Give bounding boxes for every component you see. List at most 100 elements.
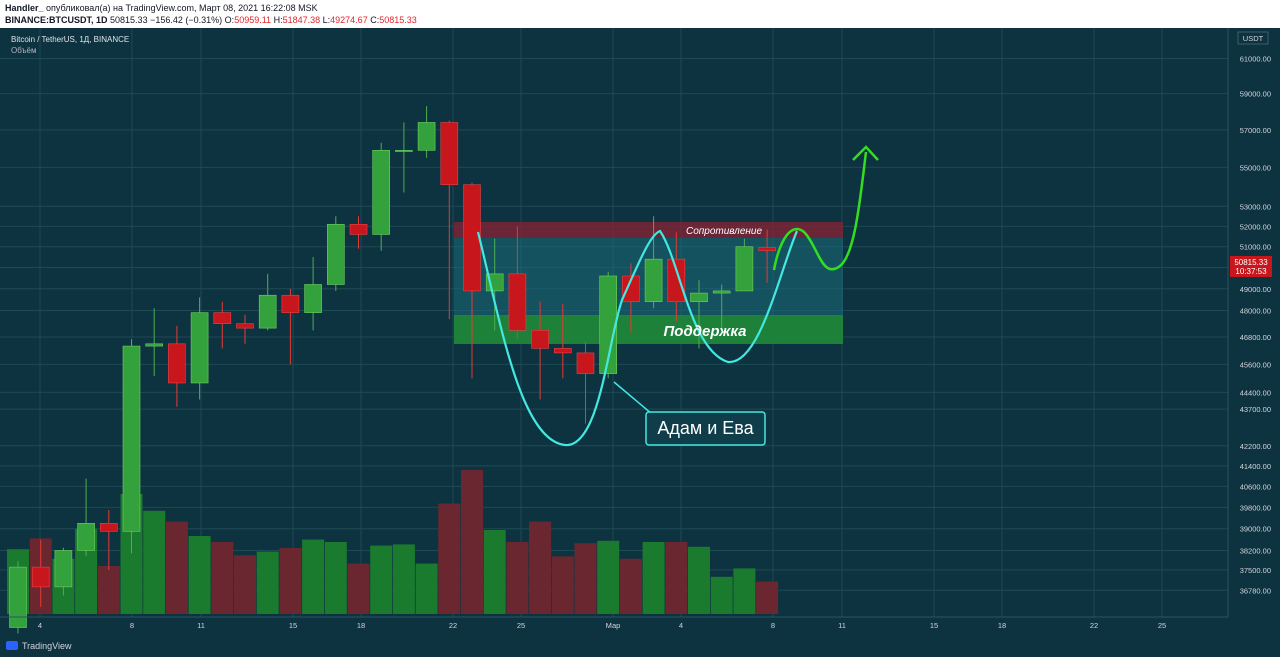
- volume-bar-19: [438, 503, 461, 614]
- y-tick-label-18: 39000.00: [1240, 525, 1271, 534]
- callout-pointer: [613, 381, 653, 415]
- volume-bars: [7, 470, 779, 614]
- y-tick-label-12: 44400.00: [1240, 388, 1271, 397]
- candle-body-27: [622, 275, 640, 303]
- volume-legend[interactable]: Объём: [11, 46, 37, 55]
- candle-body-6: [145, 343, 163, 347]
- ohlc-line: BINANCE:BTCUSDT, 1D 50815.33 −156.42 (−0…: [5, 15, 417, 25]
- candle-15: [349, 216, 368, 249]
- volume-bar-25: [574, 543, 597, 614]
- candle-24: [553, 303, 572, 379]
- x-tick-label-7: Мар: [606, 621, 621, 630]
- x-tick-label-2: 11: [197, 621, 205, 630]
- high-label: H:: [273, 15, 283, 25]
- open-value: 50959.11: [234, 15, 272, 25]
- volume-bar-6: [143, 510, 166, 614]
- x-tick-label-13: 22: [1090, 621, 1098, 630]
- volume-bar-13: [302, 539, 325, 614]
- volume-bar-30: [688, 546, 710, 614]
- candle-body-14: [326, 223, 345, 285]
- volume-bar-29: [665, 542, 688, 614]
- candle-body-22: [508, 273, 527, 331]
- forecast-path: [772, 151, 868, 271]
- candle-body-3: [77, 523, 95, 551]
- y-tick-label-21: 36780.00: [1240, 586, 1271, 595]
- volume-bar-16: [370, 545, 393, 614]
- candle-body-29: [667, 258, 686, 303]
- tradingview-logo-icon: [6, 641, 18, 650]
- author-name[interactable]: Handler_: [5, 3, 44, 13]
- y-tick-label-2: 57000.00: [1240, 126, 1271, 135]
- publish-header: Handler_ опубликовал(а) на TradingView.c…: [0, 0, 1280, 28]
- volume-bar-22: [506, 542, 529, 614]
- candle-1: [31, 539, 50, 607]
- candle-28: [644, 216, 663, 309]
- pattern-callout-box: [645, 411, 766, 446]
- chart-pair-legend[interactable]: Bitcoin / TetherUS, 1Д, BINANCE: [11, 35, 130, 44]
- candle-body-25: [576, 352, 595, 374]
- close-label: C:: [370, 15, 380, 25]
- volume-bar-21: [483, 530, 506, 614]
- candle-body-28: [644, 258, 663, 303]
- candle-12: [281, 288, 300, 365]
- candle-14: [326, 216, 345, 291]
- axes: 61000.00 59000.00 57000.00 55000.00 53000.00…: [0, 28, 1280, 637]
- candle-10: [236, 314, 254, 344]
- candle-body-5: [122, 345, 141, 532]
- volume-bar-18: [415, 563, 438, 614]
- candle-29: [667, 232, 686, 322]
- candle-body-33: [758, 247, 776, 251]
- x-tick-label-4: 18: [357, 621, 365, 630]
- x-tick-label-6: 25: [517, 621, 525, 630]
- y-tick-label-10: 46800.00: [1240, 333, 1271, 342]
- volume-bar-28: [642, 542, 665, 614]
- low-label: L:: [322, 15, 331, 25]
- y-tick-label-11: 45600.00: [1240, 360, 1271, 369]
- candle-body-20: [463, 184, 481, 292]
- candle-5: [122, 339, 141, 554]
- candle-body-18: [417, 122, 436, 151]
- publisher-line: Handler_ опубликовал(а) на TradingView.c…: [5, 3, 318, 13]
- candle-body-12: [281, 294, 300, 313]
- volume-bar-4: [97, 566, 120, 614]
- y-tick-label-3: 55000.00: [1240, 163, 1271, 172]
- candle-2: [54, 547, 73, 596]
- candle-22: [508, 226, 527, 340]
- y-tick-label-6: 51000.00: [1240, 243, 1271, 252]
- candle-7: [168, 325, 186, 407]
- candle-body-7: [168, 343, 186, 384]
- x-tick-label-11: 15: [930, 621, 938, 630]
- resistance-zone: [454, 222, 843, 238]
- x-tick-labels: 4 8 11 15 18 22 25 Мар 4 8 11 15 18 22 25: [38, 621, 1166, 630]
- y-tick-label-9: 48000.00: [1240, 306, 1271, 315]
- volume-bar-23: [529, 521, 552, 614]
- tradingview-logo[interactable]: TradingView: [6, 641, 72, 651]
- volume-bar-33: [756, 581, 779, 614]
- y-tick-label-4: 53000.00: [1240, 202, 1271, 211]
- drawings: Адам и Ева Сопротивление Поддержка: [476, 145, 879, 447]
- candle-17: [395, 122, 413, 193]
- candle-body-19: [440, 122, 459, 186]
- y-tick-label-5: 52000.00: [1240, 222, 1271, 231]
- candle-8: [190, 297, 209, 400]
- low-value: 49274.67: [330, 15, 368, 25]
- volume-bar-14: [324, 542, 347, 614]
- resistance-label: Сопротивление: [686, 226, 762, 237]
- candle-20: [463, 182, 481, 379]
- y-tick-label-14: 42200.00: [1240, 442, 1271, 451]
- candle-27: [622, 263, 640, 333]
- close-value: 50815.33: [379, 15, 417, 25]
- x-tick-label-12: 18: [998, 621, 1006, 630]
- candle-body-15: [349, 223, 368, 235]
- candle-25: [576, 341, 595, 424]
- candle-body-30: [690, 292, 708, 303]
- candle-body-2: [54, 550, 73, 588]
- candle-4: [100, 509, 118, 570]
- unit-box: [1237, 31, 1269, 45]
- y-tick-label-15: 41400.00: [1240, 462, 1271, 471]
- y-tick-label-16: 40600.00: [1240, 482, 1271, 491]
- volume-bar-32: [733, 568, 756, 614]
- candle-body-8: [190, 312, 209, 384]
- price-change: −156.42 (−0.31%): [150, 15, 223, 25]
